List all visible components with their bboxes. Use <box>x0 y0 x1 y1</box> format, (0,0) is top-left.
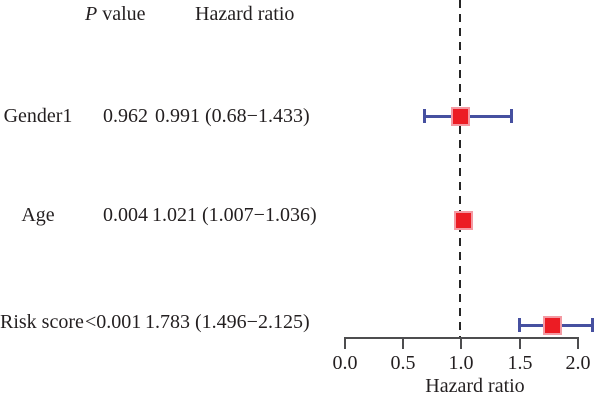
ci-cap <box>517 318 521 332</box>
x-axis-tick-1 <box>402 337 404 349</box>
x-axis-tick-label-3: 1.5 <box>507 352 533 374</box>
row-label-age: Age <box>21 204 55 226</box>
ci-cap <box>510 109 514 123</box>
x-axis-tick-2 <box>460 337 462 349</box>
x-axis-line <box>345 337 579 339</box>
row-pvalue-gender1: 0.962 <box>103 105 148 127</box>
ci-cap <box>422 109 426 123</box>
hazard-ratio-marker <box>454 210 474 230</box>
row-hazard-ratio-age: 1.021 (1.007−1.036) <box>152 204 317 226</box>
row-pvalue-risk-score: <0.001 <box>85 311 142 333</box>
hazard-ratio-column-header: Hazard ratio <box>195 3 295 25</box>
p-value-header-italic-p: P <box>85 3 98 25</box>
x-axis-tick-label-2: 1.0 <box>448 352 474 374</box>
p-value-column-header: P value <box>85 2 146 26</box>
row-label-gender1: Gender1 <box>3 105 73 127</box>
row-hazard-ratio-gender1: 0.991 (0.68−1.433) <box>155 105 310 127</box>
x-axis-title: Hazard ratio <box>425 375 525 397</box>
x-axis-tick-0 <box>344 337 346 349</box>
hazard-ratio-marker <box>543 315 563 335</box>
x-axis-tick-label-0: 0.0 <box>332 352 358 374</box>
row-pvalue-age: 0.004 <box>103 204 148 226</box>
reference-line-hr-1 <box>459 0 461 337</box>
x-axis-tick-label-4: 2.0 <box>565 352 591 374</box>
x-axis-tick-4 <box>577 337 579 349</box>
hazard-ratio-marker <box>450 106 470 126</box>
x-axis-tick-3 <box>519 337 521 349</box>
x-axis-tick-label-1: 0.5 <box>390 352 416 374</box>
row-label-risk-score: Risk score <box>0 311 84 333</box>
row-hazard-ratio-risk-score: 1.783 (1.496−2.125) <box>145 311 310 333</box>
p-value-header-rest: value <box>97 3 146 25</box>
ci-cap <box>590 318 594 332</box>
